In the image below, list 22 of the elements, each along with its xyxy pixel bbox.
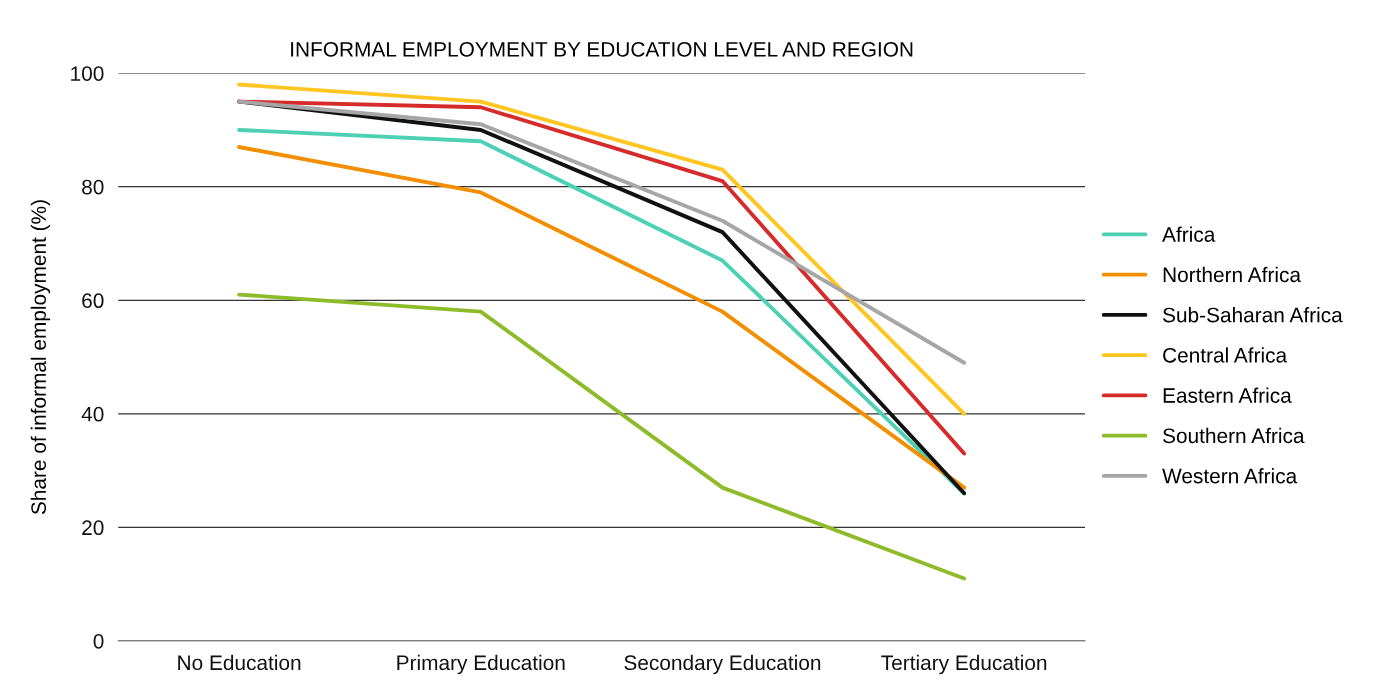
y-tick-label: 0	[93, 633, 104, 649]
legend-label: Central Africa	[1163, 347, 1288, 363]
line-series	[237, 82, 967, 416]
y-axis-title: Share of informal employment (%)	[30, 200, 51, 515]
line-series	[237, 99, 967, 365]
y-tick-label: 80	[82, 179, 104, 195]
legend-label: Southern Africa	[1163, 427, 1305, 444]
y-tick-label: 40	[81, 406, 104, 422]
x-tick-label: Secondary Education	[624, 654, 821, 675]
x-tick-label: Tertiary Education	[881, 654, 1047, 675]
legend-label: Western Africa	[1162, 468, 1298, 484]
line-series	[237, 292, 967, 581]
y-tick-label: 60	[82, 293, 104, 309]
x-tick-label: No Education	[178, 654, 301, 671]
legend-label: Northern Africa	[1163, 266, 1302, 283]
y-tick-label: 100	[71, 66, 104, 81]
chart-title: INFORMAL EMPLOYMENT BY EDUCATION LEVEL AND REGION	[291, 41, 913, 57]
y-tick-label: 20	[82, 520, 104, 536]
legend-label: Eastern Africa	[1163, 387, 1292, 403]
legend-label: Africa	[1162, 226, 1216, 242]
legend-label: Sub-Saharan Africa	[1163, 307, 1343, 323]
x-tick-label: Primary Education	[397, 654, 565, 675]
